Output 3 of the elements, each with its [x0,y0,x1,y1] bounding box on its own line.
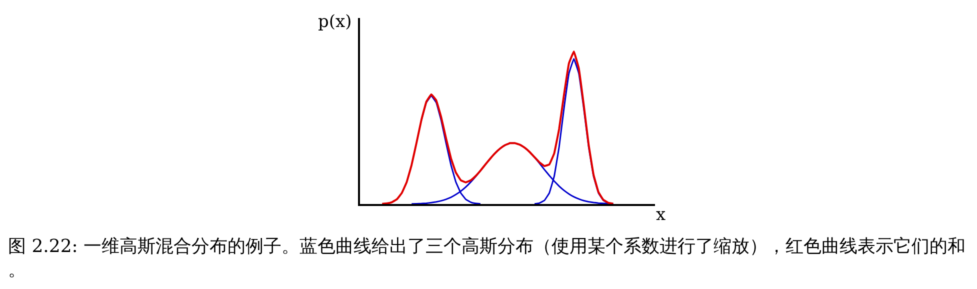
caption: 图 2.22: 一维高斯混合分布的例子。蓝色曲线给出了三个高斯分布（使用某个系数进行了缩放），红色曲线表示它们的和。 [8,236,966,280]
y-axis-title: p(x) [318,12,352,32]
x-axis-title: x [656,205,666,225]
